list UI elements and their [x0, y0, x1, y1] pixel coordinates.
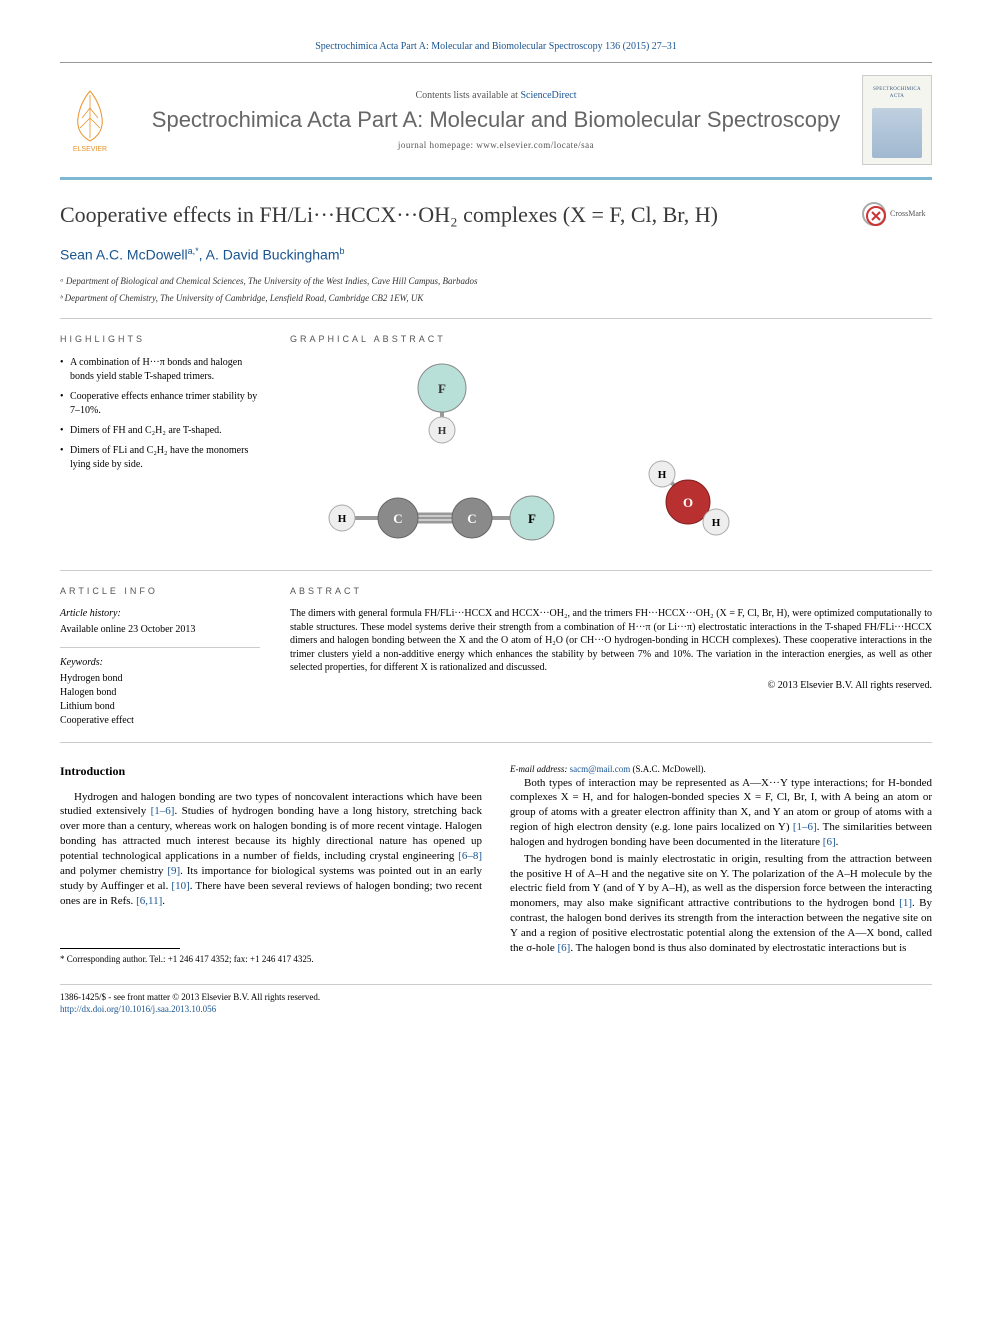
highlight-item: Dimers of FH and C₂H₂ are T-shaped.	[60, 424, 260, 438]
info-abstract-row: ARTICLE INFO Article history: Available …	[60, 585, 932, 729]
title-row: Cooperative effects in FH/Li···HCCX···OH…	[60, 200, 932, 231]
homepage-line: journal homepage: www.elsevier.com/locat…	[150, 139, 842, 152]
keyword-item: Hydrogen bond	[60, 672, 260, 686]
body-p2: Both types of interaction may be represe…	[510, 776, 932, 850]
keyword-item: Cooperative effect	[60, 714, 260, 728]
svg-text:H: H	[658, 469, 667, 481]
article-info-block: ARTICLE INFO Article history: Available …	[60, 585, 260, 729]
ref-link[interactable]: [1–6]	[151, 805, 175, 817]
affiliation-b: ᵇ Department of Chemistry, The Universit…	[60, 292, 932, 305]
ref-link[interactable]: [10]	[171, 880, 189, 892]
graphical-label: GRAPHICAL ABSTRACT	[290, 333, 932, 346]
footnote-rule	[60, 948, 180, 949]
graphical-abstract-figure: F H H C C F O	[290, 356, 932, 556]
svg-text:C: C	[393, 511, 402, 526]
svg-text:F: F	[528, 511, 536, 526]
keywords-head: Keywords:	[60, 656, 260, 670]
email-label: E-mail address:	[510, 764, 570, 774]
corresponding-footnote: * Corresponding author. Tel.: +1 246 417…	[60, 953, 482, 965]
ref-link[interactable]: [6,11]	[136, 895, 162, 907]
homepage-prefix: journal homepage:	[398, 140, 476, 150]
journal-header: ELSEVIER Contents lists available at Sci…	[60, 67, 932, 180]
doi-link[interactable]: http://dx.doi.org/10.1016/j.saa.2013.10.…	[60, 1004, 216, 1014]
abstract-copyright: © 2013 Elsevier B.V. All rights reserved…	[290, 679, 932, 693]
highlights-row: HIGHLIGHTS A combination of H···π bonds …	[60, 333, 932, 556]
keyword-item: Lithium bond	[60, 700, 260, 714]
journal-center: Contents lists available at ScienceDirec…	[130, 89, 862, 152]
abstract-block: ABSTRACT The dimers with general formula…	[290, 585, 932, 729]
homepage-url[interactable]: www.elsevier.com/locate/saa	[476, 140, 594, 150]
ref-link[interactable]: [6]	[557, 942, 570, 954]
affiliation-a: ᵃ Department of Biological and Chemical …	[60, 275, 932, 288]
cover-label: SPECTROCHIMICA ACTA	[867, 86, 927, 100]
info-rule	[60, 647, 260, 648]
crossmark-label: CrossMark	[890, 208, 926, 219]
svg-text:ELSEVIER: ELSEVIER	[73, 146, 107, 153]
svg-text:H: H	[438, 425, 447, 437]
crossmark-icon	[862, 202, 886, 226]
ref-link[interactable]: [1–6]	[793, 821, 817, 833]
highlight-item: Dimers of FLi and C₂H₂ have the monomers…	[60, 444, 260, 472]
ref-link[interactable]: [6]	[823, 836, 836, 848]
svg-text:F: F	[438, 381, 446, 396]
contents-prefix: Contents lists available at	[415, 90, 520, 101]
crossmark-badge[interactable]: CrossMark	[862, 200, 932, 228]
body-p3: The hydrogen bond is mainly electrostati…	[510, 852, 932, 956]
article-info-label: ARTICLE INFO	[60, 585, 260, 598]
front-matter-line: 1386-1425/$ - see front matter © 2013 El…	[60, 991, 320, 1004]
abstract-label: ABSTRACT	[290, 585, 932, 598]
email-footnote: E-mail address: sacm@mail.com (S.A.C. Mc…	[510, 763, 932, 775]
contents-line: Contents lists available at ScienceDirec…	[150, 89, 842, 103]
author-1[interactable]: Sean A.C. McDowell	[60, 246, 188, 262]
author-1-sup: a,*	[188, 246, 199, 256]
highlight-item: Cooperative effects enhance trimer stabi…	[60, 390, 260, 418]
rule-3	[60, 742, 932, 743]
highlight-item: A combination of H···π bonds and halogen…	[60, 356, 260, 384]
highlights-label: HIGHLIGHTS	[60, 333, 260, 346]
svg-text:C: C	[467, 511, 476, 526]
author-2[interactable]: A. David Buckingham	[206, 246, 340, 262]
top-rule	[60, 62, 932, 63]
ref-link[interactable]: [6–8]	[458, 850, 482, 862]
body-p1: Hydrogen and halogen bonding are two typ…	[60, 790, 482, 909]
journal-cover-thumb: SPECTROCHIMICA ACTA	[862, 75, 932, 165]
history-line: Available online 23 October 2013	[60, 623, 260, 637]
publisher-logo: ELSEVIER	[60, 83, 130, 158]
author-2-sup: b	[339, 246, 344, 256]
svg-text:O: O	[683, 495, 693, 510]
sciencedirect-link[interactable]: ScienceDirect	[520, 90, 576, 101]
abstract-text: The dimers with general formula FH/FLi··…	[290, 607, 932, 675]
rule-1	[60, 318, 932, 319]
history-head: Article history:	[60, 607, 260, 621]
rule-2	[60, 570, 932, 571]
intro-heading: Introduction	[60, 763, 482, 779]
authors: Sean A.C. McDowella,*, A. David Buckingh…	[60, 245, 932, 265]
ref-link[interactable]: [1]	[899, 897, 912, 909]
journal-title: Spectrochimica Acta Part A: Molecular an…	[150, 107, 842, 133]
ref-link[interactable]: [9]	[167, 865, 180, 877]
header-citation: Spectrochimica Acta Part A: Molecular an…	[60, 40, 932, 54]
highlights-list: A combination of H···π bonds and halogen…	[60, 356, 260, 472]
intro-section: Introduction Hydrogen and halogen bondin…	[60, 763, 932, 965]
svg-text:H: H	[712, 517, 721, 529]
footer-bar: 1386-1425/$ - see front matter © 2013 El…	[60, 984, 932, 1016]
body-columns: Introduction Hydrogen and halogen bondin…	[60, 763, 932, 965]
highlights-block: HIGHLIGHTS A combination of H···π bonds …	[60, 333, 260, 556]
email-suffix: (S.A.C. McDowell).	[630, 764, 706, 774]
footer-left: 1386-1425/$ - see front matter © 2013 El…	[60, 991, 320, 1016]
graphical-abstract-block: GRAPHICAL ABSTRACT F H H C C	[290, 333, 932, 556]
email-link[interactable]: sacm@mail.com	[570, 764, 631, 774]
article-title: Cooperative effects in FH/Li···HCCX···OH…	[60, 200, 862, 231]
svg-text:H: H	[338, 513, 347, 525]
keyword-item: Halogen bond	[60, 686, 260, 700]
